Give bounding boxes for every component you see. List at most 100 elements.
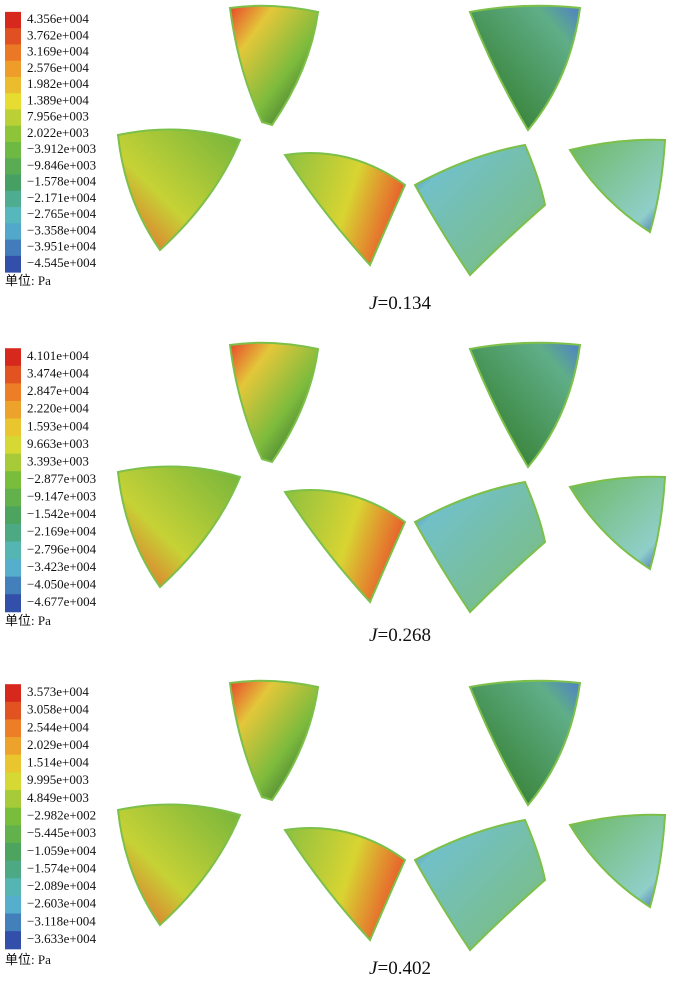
panel (116, 341, 667, 614)
colorbar-label: 3.474e+004 (27, 366, 89, 381)
colorbar-label: 9.663e+003 (27, 436, 89, 451)
colorbar-band (5, 125, 21, 143)
colorbar-band (5, 737, 21, 756)
colorbar-label: −4.050e+004 (27, 576, 97, 591)
caption-var: J (369, 293, 379, 314)
blade (283, 489, 407, 604)
colorbar-label: 4.849e+003 (27, 790, 89, 805)
colorbar-label: −2.169e+004 (27, 524, 97, 539)
blade (116, 803, 242, 927)
colorbar-band (5, 523, 21, 542)
colorbar-band (5, 255, 21, 273)
colorbar-band (5, 109, 21, 127)
colorbar-band (5, 754, 21, 773)
colorbar-band (5, 790, 21, 809)
colorbar-band (5, 895, 21, 915)
blade (468, 341, 582, 469)
colorbar-label: −2.089e+004 (27, 878, 97, 893)
colorbar-label: −3.951e+004 (27, 239, 97, 254)
blade (568, 138, 667, 234)
colorbar-band (5, 684, 21, 703)
colorbar-band (5, 418, 21, 437)
colorbar-label: −1.059e+004 (27, 843, 97, 858)
colorbar-band (5, 93, 21, 110)
blade (228, 341, 320, 464)
colorbar-label: 9.995e+003 (27, 772, 89, 787)
colorbar-band (5, 559, 21, 578)
blade (568, 813, 667, 909)
colorbar-band (5, 60, 21, 78)
blade (228, 4, 320, 127)
colorbar-band (5, 190, 21, 208)
blade (413, 480, 547, 614)
colorbar-label: 2.022e+003 (27, 125, 89, 140)
colorbar-band (5, 488, 21, 507)
colorbar-label: 1.514e+004 (27, 755, 89, 770)
colorbar-band (5, 400, 21, 419)
colorbar-label: −3.118e+004 (27, 913, 96, 928)
colorbar-label: −3.633e+004 (27, 931, 97, 946)
colorbar-band (5, 842, 21, 862)
colorbar-band (5, 239, 21, 257)
blade (283, 827, 407, 942)
colorbar-band (5, 878, 21, 897)
colorbar-band (5, 174, 21, 192)
colorbar-band (5, 541, 21, 560)
colorbar-band (5, 158, 21, 176)
blade (116, 128, 242, 252)
colorbar-label: 3.573e+004 (27, 684, 89, 699)
colorbar-band (5, 931, 21, 950)
colorbar-label: −3.358e+004 (27, 222, 97, 237)
colorbar-label: −4.545e+004 (27, 255, 97, 270)
caption: J=0.402 (369, 958, 431, 979)
blade (468, 4, 582, 132)
colorbar-label: 2.847e+004 (27, 383, 89, 398)
colorbar-band (5, 860, 21, 879)
colorbar-band (5, 142, 21, 159)
colorbar-band (5, 44, 21, 62)
colorbar-label: −2.603e+004 (27, 896, 97, 911)
colorbar-band (5, 913, 21, 932)
colorbar-band (5, 453, 21, 472)
colorbar-band (5, 76, 21, 94)
colorbar-band (5, 28, 21, 45)
colorbar-label: −4.677e+004 (27, 594, 97, 609)
colorbar-band (5, 383, 21, 402)
colorbar-band (5, 807, 21, 826)
caption-var: J (369, 958, 379, 979)
colorbar-band (5, 11, 21, 29)
colorbar-label: −2.877e+003 (27, 471, 96, 486)
caption-text: =0.134 (377, 293, 431, 314)
unit-label: 单位: Pa (5, 952, 51, 967)
colorbar-label: 3.393e+003 (27, 453, 89, 468)
colorbar-label: 3.058e+004 (27, 702, 89, 717)
blade (568, 475, 667, 571)
colorbar-label: 4.356e+004 (27, 11, 89, 26)
blade (413, 143, 547, 277)
colorbar-label: 3.762e+004 (27, 27, 89, 42)
colorbar-label: −1.542e+004 (27, 506, 97, 521)
colorbar-band (5, 701, 21, 720)
colorbar-label: 3.169e+004 (27, 44, 89, 59)
colorbar-band (5, 207, 21, 224)
colorbar-band (5, 594, 21, 613)
caption-text: =0.402 (377, 958, 430, 979)
colorbar-band (5, 719, 21, 738)
blade (228, 679, 320, 802)
caption-var: J (369, 625, 379, 646)
blade (116, 465, 242, 589)
colorbar-band (5, 223, 21, 241)
colorbar-band (5, 825, 21, 844)
colorbar-band (5, 772, 21, 791)
colorbar-label: −3.912e+003 (27, 141, 96, 156)
colorbar-label: 2.029e+004 (27, 737, 89, 752)
colorbar-label: −2.765e+004 (27, 206, 97, 221)
colorbar-label: 2.544e+004 (27, 719, 89, 734)
colorbar-band (5, 471, 21, 490)
caption: J=0.268 (369, 625, 431, 646)
colorbar-label: 1.593e+004 (27, 418, 89, 433)
colorbar-label: −5.445e+003 (27, 825, 96, 840)
colorbar-label: 7.956e+003 (27, 109, 89, 124)
colorbar-label: −1.578e+004 (27, 174, 97, 189)
